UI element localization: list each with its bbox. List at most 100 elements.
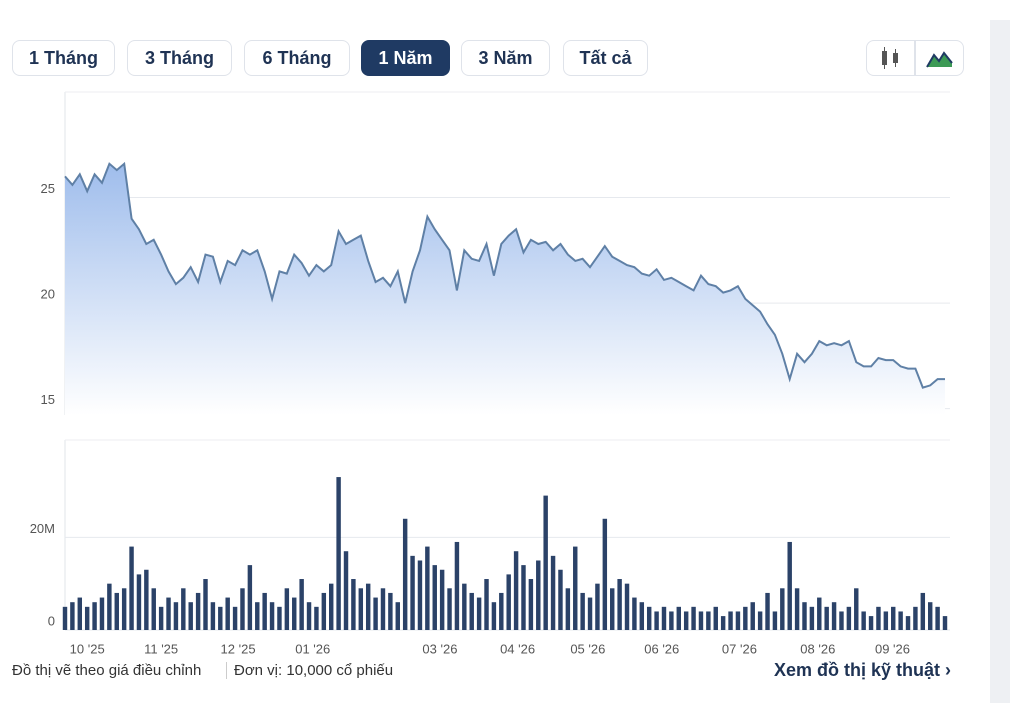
- volume-bar: [536, 560, 541, 630]
- period-button[interactable]: 3 Tháng: [127, 40, 232, 76]
- volume-bar: [617, 579, 622, 630]
- volume-bar: [195, 592, 201, 630]
- volume-bar: [321, 592, 327, 630]
- volume-bar: [402, 518, 408, 630]
- volume-bar: [218, 606, 223, 630]
- volume-bar: [99, 597, 105, 630]
- volume-bar: [439, 569, 445, 630]
- tech-chart-link[interactable]: Xem đồ thị kỹ thuật ›: [774, 660, 951, 681]
- volume-bar: [84, 606, 90, 630]
- volume-bar: [158, 606, 164, 630]
- volume-bar: [676, 606, 681, 630]
- volume-bar: [942, 616, 948, 630]
- volume-bar: [669, 611, 674, 630]
- volume-bar: [794, 588, 800, 630]
- volume-bar: [299, 579, 304, 630]
- volume-bar: [262, 592, 267, 630]
- volume-bar: [757, 611, 763, 630]
- volume-bar: [528, 579, 534, 630]
- x-tick-label: 08 '26: [800, 641, 835, 656]
- x-tick-label: 12 '25: [221, 641, 256, 656]
- volume-bar: [839, 611, 844, 630]
- volume-bar: [284, 588, 290, 630]
- x-tick-label: 06 '26: [644, 641, 679, 656]
- period-button[interactable]: Tất cả: [563, 40, 648, 76]
- volume-bar: [632, 597, 637, 630]
- period-button[interactable]: 1 Năm: [361, 40, 450, 76]
- volume-bar: [706, 611, 711, 630]
- volume-bar: [365, 583, 371, 630]
- x-tick-label: 11 '25: [144, 641, 178, 656]
- volume-bar: [661, 606, 667, 630]
- price-area: [65, 163, 945, 415]
- volume-bar: [484, 579, 489, 630]
- volume-bar: [809, 606, 815, 630]
- y-tick-label: 0: [48, 613, 55, 628]
- footnote: Đồ thị vẽ theo giá điều chỉnh: [12, 662, 202, 679]
- price-line: [64, 161, 945, 389]
- volume-bar: [336, 477, 341, 630]
- volume-bar: [772, 611, 778, 630]
- x-tick-label: 07 '26: [722, 641, 757, 656]
- volume-bar: [713, 606, 718, 630]
- candle-toggle[interactable]: [866, 40, 915, 76]
- volume-bar: [62, 606, 68, 630]
- volume-bar: [329, 583, 334, 630]
- volume-bar: [469, 592, 474, 630]
- volume-bar: [587, 597, 593, 630]
- volume-bar: [898, 611, 903, 630]
- volume-bar: [425, 546, 430, 630]
- volume-bar: [380, 588, 386, 630]
- volume-bar: [410, 555, 415, 630]
- link-text: Xem đồ thị kỹ thuật: [774, 660, 941, 680]
- x-tick-label: 09 '26: [875, 641, 910, 656]
- volume-bar: [144, 569, 149, 630]
- volume-bar: [624, 583, 630, 630]
- volume-bar: [602, 518, 608, 630]
- volume-bar: [351, 579, 356, 630]
- volume-bar: [388, 592, 393, 630]
- volume-bar: [129, 546, 134, 630]
- area-icon: [926, 51, 953, 68]
- volume-bar: [935, 606, 940, 630]
- volume-bar: [277, 606, 282, 630]
- volume-bar: [927, 602, 933, 630]
- scroll-strip: [990, 20, 1010, 703]
- volume-bar: [454, 541, 460, 630]
- area-toggle[interactable]: [915, 40, 964, 76]
- volume-bar: [358, 588, 364, 630]
- volume-bar: [646, 606, 652, 630]
- volume-bar: [610, 588, 615, 630]
- volume-bar: [846, 606, 852, 630]
- candle-icon: [882, 47, 898, 69]
- volume-bar: [521, 565, 526, 630]
- volume-bar: [691, 606, 696, 630]
- volume-bar: [573, 546, 578, 630]
- chevron: ›: [945, 660, 952, 680]
- volume-bar: [447, 588, 452, 630]
- period-button[interactable]: 3 Năm: [461, 40, 550, 76]
- volume-bar: [920, 592, 926, 630]
- volume-bar: [817, 597, 822, 630]
- volume-bar: [173, 602, 179, 630]
- volume-bar: [780, 588, 785, 630]
- volume-bar: [240, 588, 245, 630]
- x-tick-label: 05 '26: [570, 641, 605, 656]
- volume-bar: [114, 592, 119, 630]
- volume-bar: [292, 597, 297, 630]
- volume-bar: [107, 583, 112, 630]
- volume-bar: [121, 588, 127, 630]
- volume-bar: [868, 616, 874, 630]
- period-button[interactable]: 1 Tháng: [12, 40, 115, 76]
- volume-bar: [373, 597, 378, 630]
- y-tick-label: 20M: [30, 521, 55, 536]
- volume-bar: [476, 597, 482, 630]
- volume-bar: [876, 606, 881, 630]
- volume-bar: [595, 583, 600, 630]
- period-button[interactable]: 6 Tháng: [244, 40, 350, 76]
- y-tick-label: 20: [41, 287, 55, 302]
- volume-bar: [728, 611, 733, 630]
- y-tick-label: 15: [41, 392, 55, 407]
- volume-bar: [210, 602, 216, 630]
